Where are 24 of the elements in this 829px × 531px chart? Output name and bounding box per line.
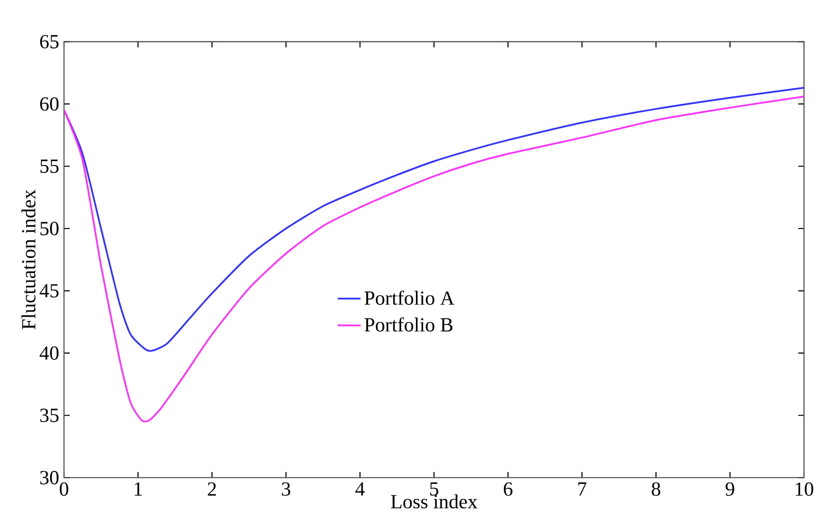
x-tick-label: 7 — [578, 482, 586, 496]
y-tick-label: 60 — [40, 97, 59, 111]
x-tick-label: 5 — [430, 482, 438, 496]
y-tick-label: 65 — [40, 34, 59, 48]
y-tick-label: 35 — [40, 408, 59, 422]
y-tick-label: 50 — [40, 222, 59, 236]
y-tick-label: 30 — [40, 470, 59, 484]
y-tick-label: 45 — [40, 284, 59, 298]
x-tick-label: 10 — [796, 482, 814, 496]
x-tick-label: 4 — [355, 482, 365, 496]
line-series — [64, 86, 804, 352]
legend-label: Portfolio B — [364, 317, 452, 332]
x-tick-label: 6 — [504, 482, 512, 496]
y-axis-title: Fluctuation index — [21, 190, 36, 330]
y-tick-label: 40 — [40, 346, 59, 360]
x-tick-label: 3 — [282, 482, 290, 496]
x-tick-label: 2 — [208, 482, 216, 496]
legend-label: Portfolio A — [364, 290, 454, 305]
y-tick-label: 55 — [40, 160, 59, 173]
x-tick-label: 8 — [652, 482, 660, 496]
x-tick-label: 1 — [134, 482, 142, 496]
x-tick-label: 9 — [726, 482, 734, 496]
line-series — [64, 96, 804, 422]
x-tick-label: 0 — [60, 482, 68, 496]
